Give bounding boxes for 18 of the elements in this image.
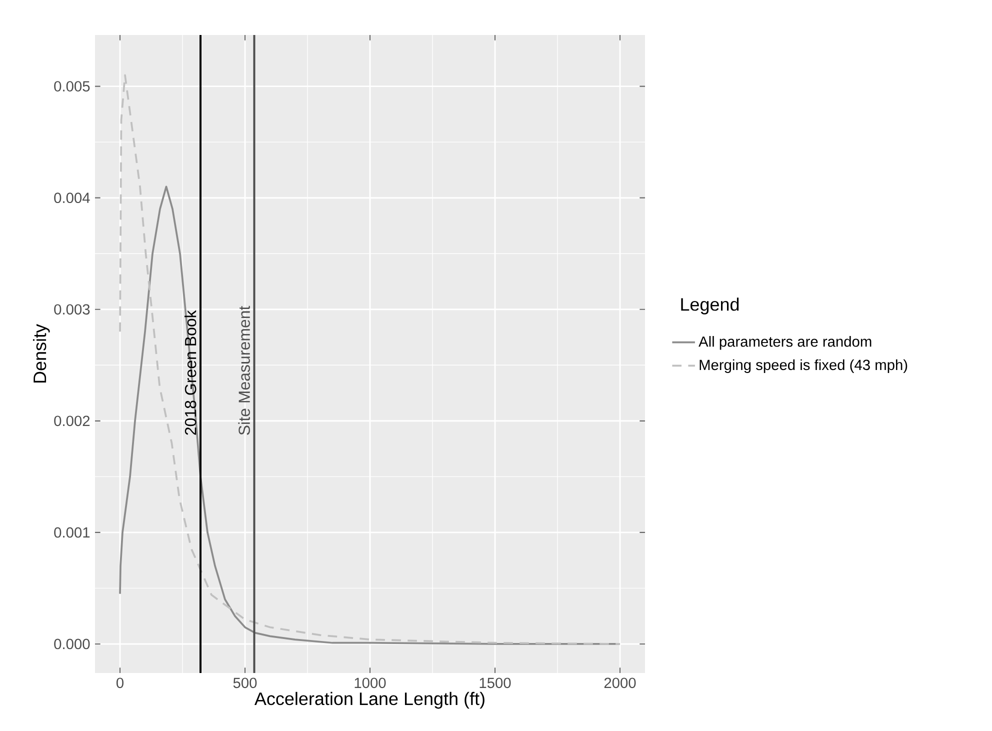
y-axis-title: Density (32, 324, 50, 383)
x-tick-label: 1000 (354, 678, 386, 688)
y-tick-label: 0.000 (54, 638, 90, 650)
x-tick-label: 0 (116, 678, 124, 688)
y-tick-label: 0.002 (54, 416, 90, 426)
y-tick-label: 0.001 (54, 527, 90, 538)
x-tick-label: 1500 (480, 678, 511, 688)
y-tick-label: 0.004 (54, 192, 90, 204)
x-tick-label: 500 (233, 678, 257, 688)
legend-label: Merging speed is fixed (43 mph) (700, 359, 908, 373)
y-tick-label: 0.005 (54, 81, 90, 92)
x-tick-label: 2000 (604, 678, 636, 688)
x-axis-title: Acceleration Lane Length (ft) (254, 692, 484, 709)
legend-title: Legend (681, 298, 739, 314)
ref-line-label: Site Measurement (238, 306, 250, 435)
ref-line-label: 2018 Green Book (184, 310, 196, 435)
y-tick-label: 0.003 (54, 304, 90, 315)
legend-label: All parameters are random (698, 336, 872, 350)
